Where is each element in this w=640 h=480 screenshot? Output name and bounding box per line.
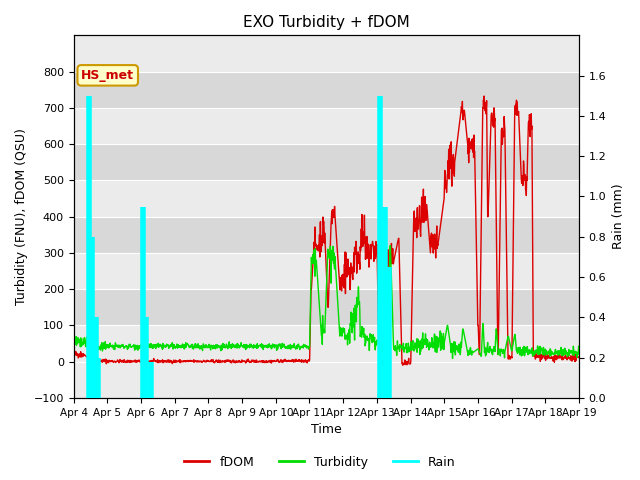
Title: EXO Turbidity + fDOM: EXO Turbidity + fDOM — [243, 15, 410, 30]
Bar — [74, 36, 579, 72]
Text: HS_met: HS_met — [81, 69, 134, 82]
X-axis label: Time: Time — [311, 423, 342, 436]
Bar — [74, 253, 579, 289]
Bar — [74, 108, 579, 144]
Bar — [74, 180, 579, 216]
Y-axis label: Turbidity (FNU), fDOM (QSU): Turbidity (FNU), fDOM (QSU) — [15, 128, 28, 305]
Bar — [74, 325, 579, 398]
Y-axis label: Rain (mm): Rain (mm) — [612, 184, 625, 250]
Legend: fDOM, Turbidity, Rain: fDOM, Turbidity, Rain — [179, 451, 461, 474]
